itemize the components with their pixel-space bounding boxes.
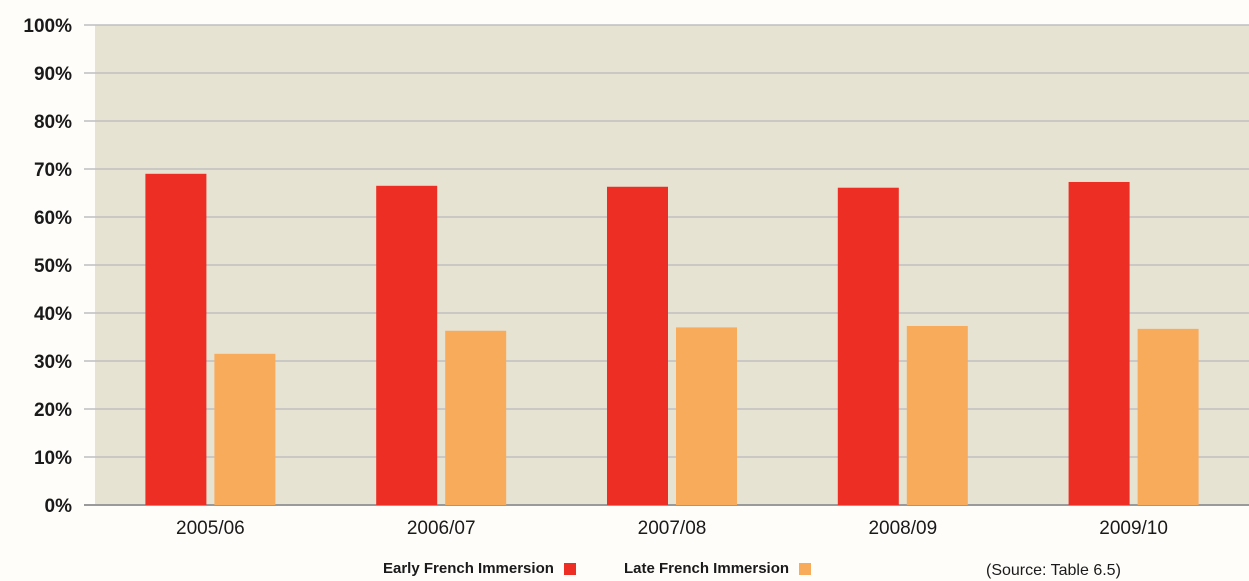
bar-chart: 0% 10% 20% 30% 40% 50% 60% 70% 80% 90% 100% 2005/06… [23, 16, 1249, 539]
y-tick-label: 0% [45, 496, 73, 517]
x-tick-label: 2008/09 [868, 518, 937, 539]
chart-legend: Early French Immersion Late French Immer… [0, 558, 1249, 581]
y-tick-label: 100% [23, 16, 72, 37]
y-tick-label: 50% [34, 256, 72, 277]
x-tick-label: 2006/07 [407, 518, 476, 539]
source-note: (Source: Table 6.5) [986, 562, 1121, 579]
legend-swatch-late [799, 562, 812, 575]
bar-early-2 [607, 186, 668, 505]
legend-label-late: Late French Immersion [624, 560, 790, 577]
y-tick-label: 60% [34, 208, 72, 229]
legend-item-late-french-immersion: Late French Immersion [624, 560, 812, 577]
y-tick-label: 70% [34, 160, 72, 181]
bar-late-1 [445, 330, 507, 505]
y-tick-label: 30% [34, 352, 72, 373]
bar-early-3 [837, 187, 899, 505]
legend-swatch-early [563, 562, 576, 575]
x-tick-label: 2005/06 [176, 518, 245, 539]
y-tick-label: 90% [34, 64, 72, 85]
bar-late-3 [906, 325, 968, 505]
legend-label-early: Early French Immersion [383, 560, 554, 577]
x-tick-label: 2009/10 [1099, 518, 1168, 539]
y-tick-label: 40% [34, 304, 72, 325]
y-tick-label: 20% [34, 400, 72, 421]
bar-early-0 [145, 173, 207, 506]
bar-late-0 [214, 353, 276, 505]
bar-early-4 [1068, 181, 1130, 505]
bar-late-4 [1137, 328, 1199, 505]
legend-item-early-french-immersion: Early French Immersion [383, 560, 576, 577]
x-tick-label: 2007/08 [638, 518, 707, 539]
y-tick-label: 80% [34, 112, 72, 133]
bar-late-2 [676, 327, 737, 505]
y-tick-label: 10% [34, 448, 72, 469]
bar-early-1 [376, 185, 438, 506]
